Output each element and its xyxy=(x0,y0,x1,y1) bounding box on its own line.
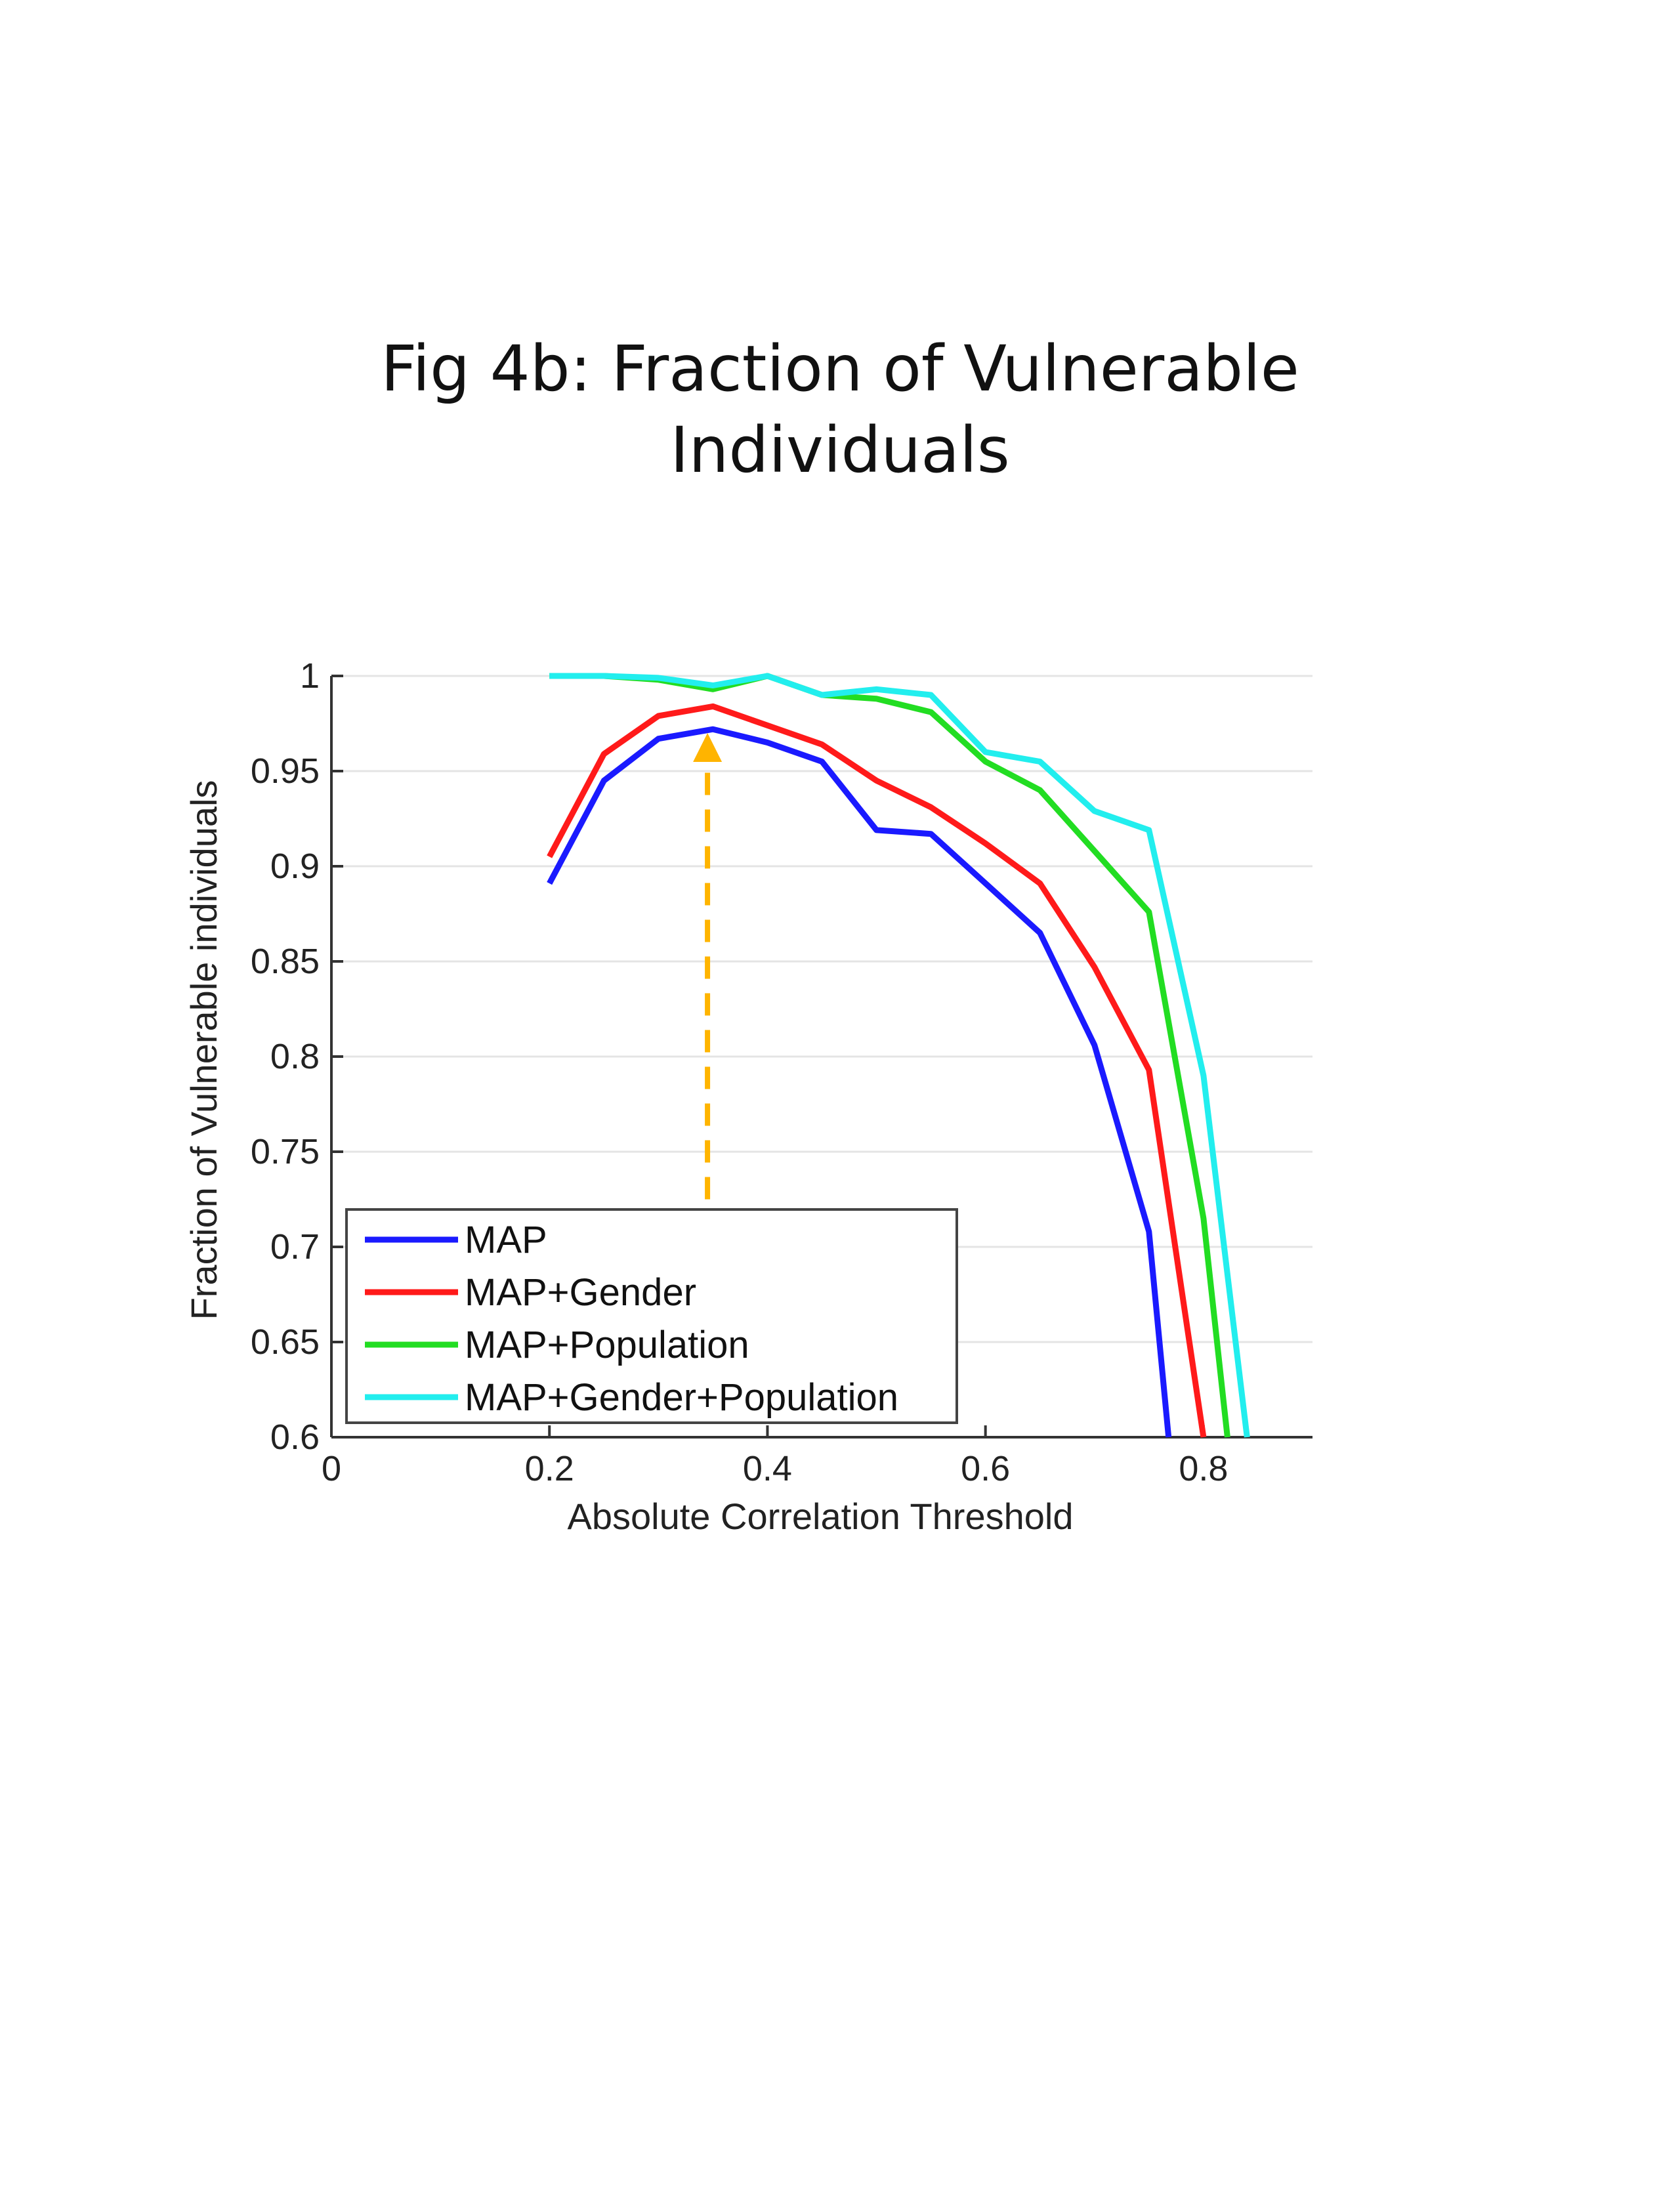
tick-labels: 0.6 0.65 0.7 0.75 0.8 0.85 0.9 0.95 1 0 0.2 0.4 0.6 0… xyxy=(251,656,1228,1488)
chart-title-line2: Individuals xyxy=(670,413,1010,487)
x-tick-label: 0.4 xyxy=(743,1449,792,1488)
x-tick-label: 0.6 xyxy=(961,1449,1010,1488)
axes xyxy=(330,675,1312,1438)
chart-title: Fig 4b: Fraction of Vulnerable Individua… xyxy=(0,328,1680,491)
legend-box xyxy=(345,1208,958,1424)
legend: MAP MAP+Gender MAP+Population MAP+Gender+Po… xyxy=(345,1208,958,1424)
x-tick-label: 0.2 xyxy=(525,1449,574,1488)
y-tick-label: 0.95 xyxy=(251,751,320,791)
y-axis-label: Fraction of Vulnerable individuals xyxy=(183,780,224,1320)
legend-label: MAP+Gender+Population xyxy=(465,1376,898,1419)
series-line-1 xyxy=(547,726,1172,1438)
legend-label: MAP xyxy=(465,1219,547,1261)
series-line-4 xyxy=(549,673,1250,1438)
grid-lines xyxy=(331,675,1312,1343)
threshold-arrow-head xyxy=(693,733,723,762)
legend-label: MAP+Population xyxy=(465,1324,749,1366)
series-lines xyxy=(547,673,1250,1438)
x-tick-label: 0.8 xyxy=(1179,1449,1228,1488)
y-tick-label: 0.85 xyxy=(251,942,320,981)
y-tick-label: 0.8 xyxy=(270,1037,320,1076)
x-tick-label: 0 xyxy=(322,1449,341,1488)
y-tick-label: 0.65 xyxy=(251,1322,320,1362)
legend-label: MAP+Gender xyxy=(465,1271,696,1314)
y-tick-label: 0.75 xyxy=(251,1132,320,1171)
chart-title-line1: Fig 4b: Fraction of Vulnerable xyxy=(381,332,1299,406)
y-tick-label: 1 xyxy=(300,656,320,696)
y-tick-label: 0.7 xyxy=(270,1227,320,1267)
x-axis-label: Absolute Correlation Threshold xyxy=(568,1496,1074,1537)
annotations xyxy=(693,733,723,1200)
y-tick-label: 0.9 xyxy=(270,847,320,886)
series-line-2 xyxy=(547,703,1207,1438)
y-tick-label: 0.6 xyxy=(270,1418,320,1457)
